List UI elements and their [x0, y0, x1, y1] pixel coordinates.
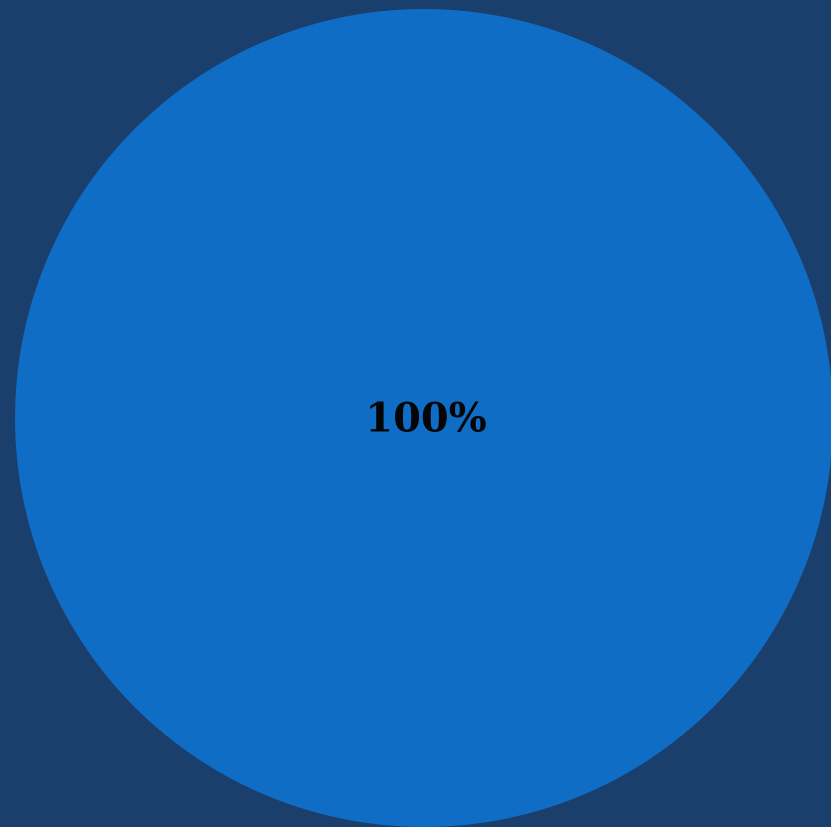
pie-slice-labels: 100%: [365, 395, 487, 442]
pie-slice: [15, 9, 831, 827]
pie-slice-label: 100%: [365, 395, 487, 442]
pie-slices: [15, 9, 831, 827]
